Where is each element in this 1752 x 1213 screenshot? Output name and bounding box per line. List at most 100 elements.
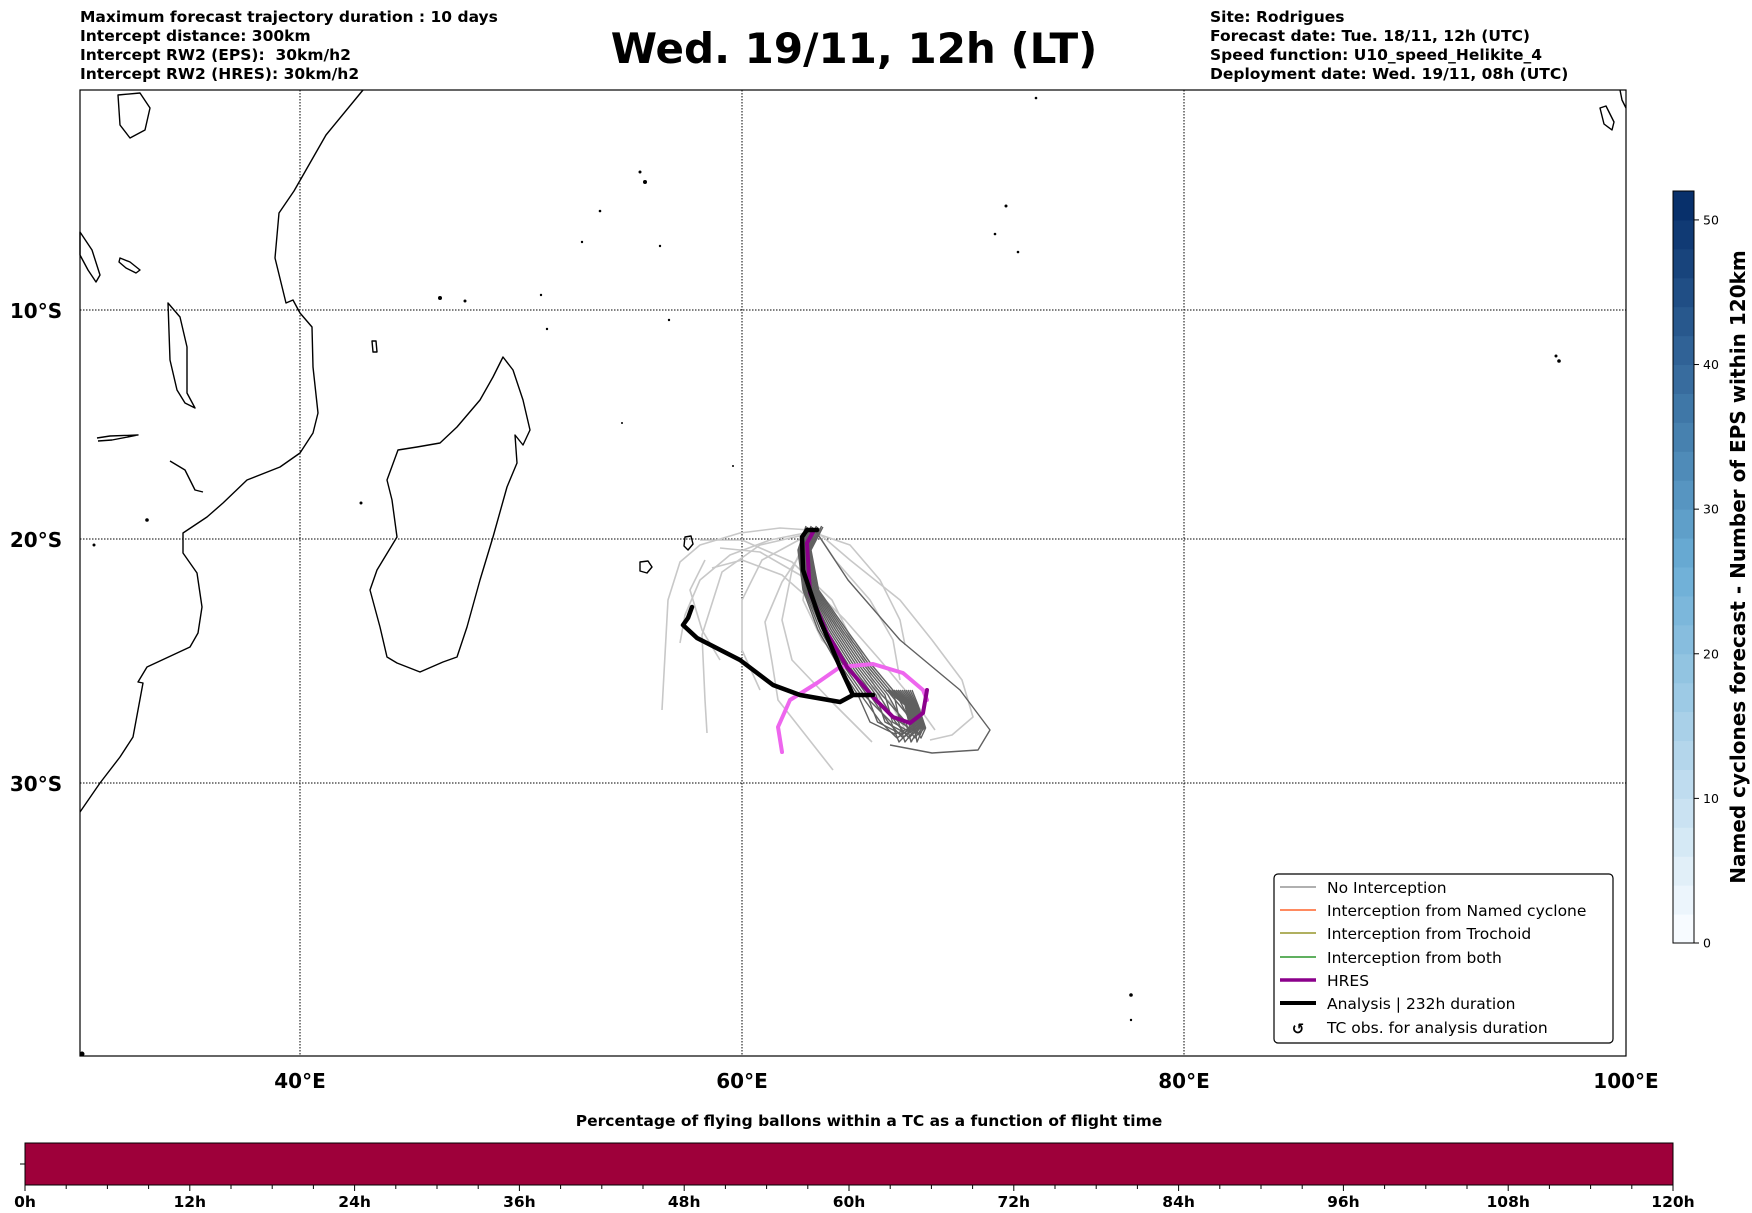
legend-item-hres: HRES (1280, 972, 1369, 990)
trajectory-light-9 (711, 559, 881, 701)
coastline-india-edge (1619, 89, 1627, 109)
colorbar-step (1673, 885, 1694, 915)
map-frame (79, 89, 1627, 1057)
legend-item-tc-obs: ↺ TC obs. for analysis duration (1292, 1019, 1548, 1038)
coastline-lake-bangweulu (96, 434, 139, 442)
timebar-tick-label: 12h (173, 1193, 206, 1211)
coastline-sri-lanka-edge (1599, 105, 1615, 131)
info-max-duration: Maximum forecast trajectory duration : 1… (80, 8, 498, 26)
trajectory-dark-12 (809, 525, 926, 735)
coastline-lake-victoria (117, 92, 151, 139)
trajectory-light-10 (781, 529, 873, 743)
coastline-reunion (639, 560, 653, 574)
timebar-tick-label: 120h (1651, 1193, 1694, 1211)
legend-item-trochoid: Interception from Trochoid (1280, 925, 1531, 943)
trajectory-light-4 (814, 529, 974, 741)
analysis-trajectory (680, 527, 876, 705)
legend-label: Interception from both (1327, 949, 1502, 967)
legend-item-no-interception: No Interception (1280, 879, 1447, 897)
timebar-tick-label: 48h (668, 1193, 701, 1211)
colorbar-step (1673, 335, 1694, 366)
colorbar-step (1673, 682, 1694, 713)
info-rw2-eps: Intercept RW2 (EPS): 30km/h2 (80, 46, 351, 64)
cyclone-colorbar: 0 10 20 30 40 50 Named cyclones forecast - Nu… (1672, 190, 1750, 951)
colorbar-step (1673, 393, 1694, 423)
lat-label-20s: 20°S (10, 528, 62, 552)
colorbar-step (1673, 509, 1694, 539)
trajectory-dark-long (814, 529, 991, 754)
lat-label-10s: 10°S (10, 299, 62, 323)
hres-trajectory (805, 530, 929, 725)
colorbar-step (1673, 769, 1694, 799)
trajectory-light-2 (701, 532, 813, 734)
lon-label-60e: 60°E (716, 1069, 768, 1093)
timebar-ticks: 0h 12h 24h 36h 48h 60h 72h 84h 96h 108h 120h (14, 1185, 1695, 1211)
lon-label-100e: 100°E (1593, 1069, 1658, 1093)
legend-label: Analysis | 232h duration (1327, 995, 1516, 1013)
coastline-lake-rukwa (118, 257, 141, 274)
colorbar-step (1673, 277, 1694, 308)
colorbar-tick-label: 20 (1703, 646, 1719, 661)
colorbar-step (1673, 306, 1694, 337)
header-right-info: Site: Rodrigues Forecast date: Tue. 18/1… (1210, 8, 1568, 83)
colorbar-step (1673, 827, 1694, 857)
legend-label: TC obs. for analysis duration (1326, 1019, 1548, 1037)
colorbar-label: Named cyclones forecast - Number of EPS … (1726, 250, 1750, 884)
colorbar-step (1673, 219, 1694, 250)
colorbar-tick-label: 10 (1703, 791, 1719, 806)
colorbar-frame (1672, 190, 1695, 944)
colorbar-step (1673, 191, 1694, 221)
colorbar-step (1673, 798, 1694, 828)
colorbar-step (1673, 653, 1694, 684)
gridlines (80, 90, 1626, 1056)
coastline-comoros (371, 340, 378, 353)
timebar-tick-label: 108h (1487, 1193, 1530, 1211)
timebar-tick-label: 96h (1327, 1193, 1360, 1211)
trajectory-light-5 (764, 539, 834, 771)
trajectory-dark-13 (810, 526, 927, 739)
header-left-info: Maximum forecast trajectory duration : 1… (80, 8, 498, 83)
colorbar-step (1673, 914, 1694, 944)
timebar-tick-label: 60h (833, 1193, 866, 1211)
small-islands (79, 96, 1561, 1057)
timebar-tick-label: 84h (1162, 1193, 1195, 1211)
colorbar-step (1673, 538, 1694, 568)
info-forecast-date: Forecast date: Tue. 18/11, 12h (UTC) (1210, 27, 1530, 45)
info-intercept-distance: Intercept distance: 300km (80, 27, 311, 45)
legend-box (1273, 873, 1614, 1044)
colorbar-gradient (1673, 191, 1694, 944)
trajectory-dark-11 (808, 528, 924, 743)
legend-label: No Interception (1327, 879, 1447, 897)
trajectories-no-interception-light (661, 527, 974, 771)
map-area: No Interception Interception from Named … (10, 89, 1659, 1093)
info-rw2-hres: Intercept RW2 (HRES): 30km/h2 (80, 65, 359, 83)
coastlines (79, 89, 1627, 1057)
colorbar-step (1673, 856, 1694, 886)
trajectory-dark-9 (806, 526, 922, 735)
timebar-fill (24, 1142, 1674, 1186)
colorbar-tick-label: 50 (1703, 212, 1719, 227)
colorbar-step (1673, 740, 1694, 770)
legend: No Interception Interception from Named … (1273, 873, 1614, 1044)
info-site: Site: Rodrigues (1210, 8, 1345, 26)
trajectory-light-12 (811, 531, 906, 646)
colorbar-step (1673, 595, 1694, 626)
colorbar-tick-label: 40 (1703, 357, 1719, 372)
lat-label-30s: 30°S (10, 772, 62, 796)
timebar-tick-label: 0h (14, 1193, 36, 1211)
coastline-zambezi-lake (169, 460, 204, 493)
info-deployment-date: Deployment date: Wed. 19/11, 08h (UTC) (1210, 65, 1568, 83)
colorbar-tick-label: 30 (1703, 502, 1719, 517)
legend-label: HRES (1327, 972, 1369, 990)
colorbar-step (1673, 624, 1694, 655)
colorbar-step (1673, 711, 1694, 742)
colorbar-step (1673, 567, 1694, 597)
legend-label: Interception from Named cyclone (1327, 902, 1586, 920)
figure-title: Wed. 19/11, 12h (LT) (611, 24, 1098, 73)
colorbar-step (1673, 480, 1694, 510)
colorbar-step (1673, 422, 1694, 452)
timebar-title: Percentage of flying ballons within a TC… (576, 1112, 1163, 1130)
legend-item-named-cyclone: Interception from Named cyclone (1280, 902, 1586, 920)
info-speed-function: Speed function: U10_speed_Helikite_4 (1210, 46, 1542, 64)
